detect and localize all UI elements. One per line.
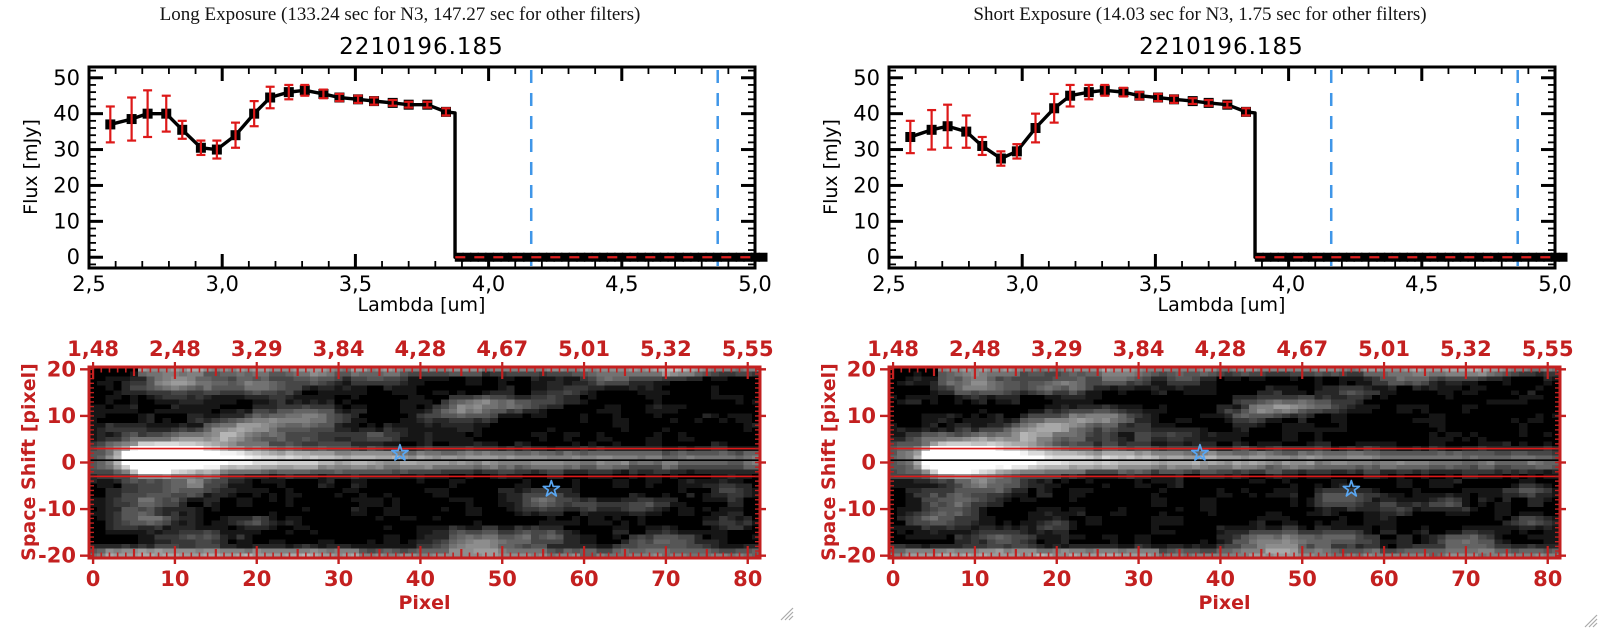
window-title: Long Exposure (133.24 sec for N3, 147.27… — [159, 4, 641, 25]
svg-text:-20: -20 — [38, 544, 76, 568]
svg-text:0: 0 — [867, 245, 880, 269]
detector-image — [889, 367, 1560, 558]
svg-text:60: 60 — [1369, 567, 1398, 591]
svg-text:-10: -10 — [838, 497, 876, 521]
svg-text:10: 10 — [53, 209, 80, 233]
svg-text:2,48: 2,48 — [949, 337, 1001, 361]
svg-text:5,0: 5,0 — [1538, 272, 1571, 296]
lambda-axis-label: Lambda [um] — [357, 294, 486, 316]
svg-text:0: 0 — [61, 451, 76, 475]
svg-text:5,32: 5,32 — [1440, 337, 1492, 361]
space-shift-axis-label: Space Shift [pixel] — [818, 363, 840, 561]
svg-text:30: 30 — [1124, 567, 1153, 591]
svg-text:5,01: 5,01 — [1358, 337, 1410, 361]
svg-text:4,5: 4,5 — [605, 272, 638, 296]
plot-window-long-exposure: Long Exposure (133.24 sec for N3, 147.27… — [18, 4, 795, 622]
svg-text:3,5: 3,5 — [1139, 272, 1172, 296]
svg-text:1,48: 1,48 — [67, 337, 119, 361]
svg-text:3,29: 3,29 — [1031, 337, 1083, 361]
space-shift-axis-label: Space Shift [pixel] — [18, 363, 40, 561]
svg-text:10: 10 — [960, 567, 989, 591]
svg-text:50: 50 — [853, 66, 880, 90]
svg-text:0: 0 — [86, 567, 101, 591]
svg-text:50: 50 — [53, 66, 80, 90]
svg-text:3,84: 3,84 — [313, 337, 365, 361]
pixel-axis-label: Pixel — [398, 592, 451, 614]
svg-text:5,55: 5,55 — [1522, 337, 1574, 361]
svg-text:60: 60 — [569, 567, 598, 591]
svg-text:10: 10 — [160, 567, 189, 591]
svg-text:40: 40 — [1206, 567, 1235, 591]
svg-text:1,48: 1,48 — [867, 337, 919, 361]
svg-text:4,0: 4,0 — [1272, 272, 1305, 296]
svg-text:50: 50 — [1288, 567, 1317, 591]
detector-image — [89, 367, 760, 558]
svg-text:20: 20 — [1042, 567, 1071, 591]
plot-window-short-exposure: Short Exposure (14.03 sec for N3, 1.75 s… — [800, 0, 1600, 630]
svg-text:3,0: 3,0 — [205, 272, 238, 296]
svg-text:10: 10 — [853, 209, 880, 233]
svg-text:40: 40 — [53, 102, 80, 126]
svg-text:20: 20 — [53, 173, 80, 197]
svg-text:2,5: 2,5 — [872, 272, 905, 296]
flux-axis-label: Flux [mJy] — [20, 119, 42, 215]
svg-text:2,48: 2,48 — [149, 337, 201, 361]
window-resize-grip[interactable] — [1583, 613, 1599, 629]
window-resize-grip[interactable] — [779, 606, 795, 622]
svg-text:70: 70 — [1451, 567, 1480, 591]
svg-text:30: 30 — [324, 567, 353, 591]
svg-text:4,67: 4,67 — [1276, 337, 1328, 361]
svg-text:2,5: 2,5 — [72, 272, 105, 296]
svg-text:4,0: 4,0 — [472, 272, 505, 296]
svg-text:20: 20 — [847, 357, 876, 381]
svg-text:80: 80 — [1533, 567, 1562, 591]
svg-text:30: 30 — [53, 138, 80, 162]
svg-text:50: 50 — [488, 567, 517, 591]
svg-text:3,29: 3,29 — [231, 337, 283, 361]
svg-text:70: 70 — [651, 567, 680, 591]
window-title: Short Exposure (14.03 sec for N3, 1.75 s… — [973, 4, 1427, 25]
svg-text:3,0: 3,0 — [1005, 272, 1038, 296]
svg-text:5,32: 5,32 — [640, 337, 692, 361]
svg-text:40: 40 — [406, 567, 435, 591]
svg-text:-10: -10 — [38, 497, 76, 521]
svg-text:4,28: 4,28 — [1194, 337, 1246, 361]
pixel-axis-label: Pixel — [1198, 592, 1251, 614]
svg-text:0: 0 — [67, 245, 80, 269]
svg-text:10: 10 — [847, 404, 876, 428]
flux-axis-label: Flux [mJy] — [820, 119, 842, 215]
svg-text:4,28: 4,28 — [394, 337, 446, 361]
svg-text:20: 20 — [853, 173, 880, 197]
svg-text:4,5: 4,5 — [1405, 272, 1438, 296]
svg-text:4,67: 4,67 — [476, 337, 528, 361]
lambda-axis-label: Lambda [um] — [1157, 294, 1286, 316]
svg-text:-20: -20 — [838, 544, 876, 568]
svg-text:0: 0 — [861, 451, 876, 475]
object-id-title: 2210196.185 — [339, 34, 504, 60]
svg-text:0: 0 — [886, 567, 901, 591]
svg-text:80: 80 — [733, 567, 762, 591]
svg-text:3,84: 3,84 — [1113, 337, 1165, 361]
svg-text:20: 20 — [47, 357, 76, 381]
svg-text:3,5: 3,5 — [339, 272, 372, 296]
svg-text:5,01: 5,01 — [558, 337, 610, 361]
svg-text:5,55: 5,55 — [722, 337, 774, 361]
svg-text:40: 40 — [853, 102, 880, 126]
svg-text:10: 10 — [47, 404, 76, 428]
svg-text:20: 20 — [242, 567, 271, 591]
svg-text:30: 30 — [853, 138, 880, 162]
object-id-title: 2210196.185 — [1139, 34, 1304, 60]
svg-text:5,0: 5,0 — [738, 272, 771, 296]
